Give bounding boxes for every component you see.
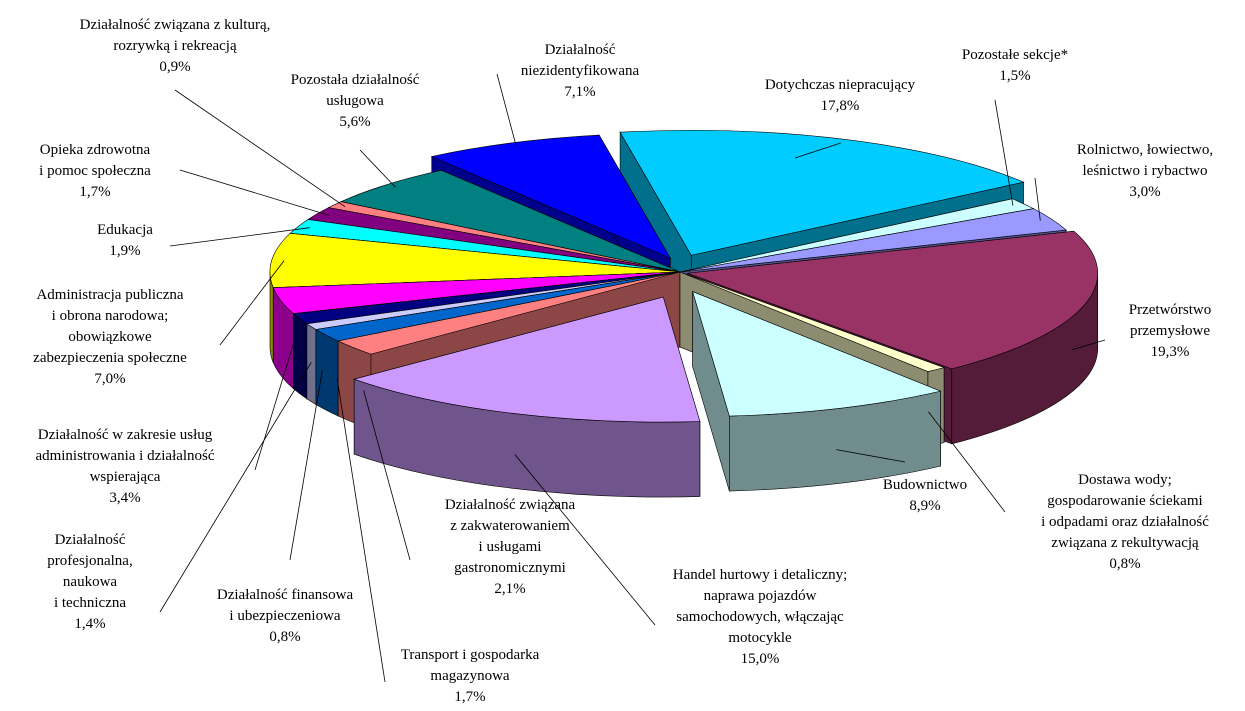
slice-top [679, 208, 1067, 273]
value-label: 3,4% [109, 490, 141, 506]
value-label: 1,7% [454, 689, 486, 705]
value-label: 1,7% [79, 184, 111, 200]
slice-top [340, 170, 681, 273]
value-label: 0,8% [269, 629, 301, 645]
category-label: Dostawa wody; gospodarowanie ściekami i … [1041, 472, 1209, 551]
leader-line [363, 390, 411, 561]
value-label: 0,9% [159, 59, 191, 75]
leader-line [219, 260, 285, 346]
leader-line [928, 411, 1006, 513]
slice-top [619, 130, 1025, 256]
category-label: Handel hurtowy i detaliczny; naprawa poj… [672, 567, 848, 646]
category-label: Działalność związana z zakwaterowaniem i… [444, 497, 576, 576]
value-label: 5,6% [339, 114, 371, 130]
category-label: Dotychczas niepracujący [764, 77, 916, 93]
slice-label: Rolnictwo, łowiectwo, leśnictwo i rybact… [1077, 140, 1213, 203]
slice-wall [306, 323, 317, 406]
slice-wall [315, 328, 339, 417]
leader-line [1034, 177, 1041, 221]
value-label: 2,1% [494, 581, 526, 597]
slice-label: Dostawa wody; gospodarowanie ściekami i … [1041, 470, 1209, 575]
category-label: Edukacja [97, 222, 153, 238]
slice-label: Pozostała działalność usługowa 5,6% [291, 70, 420, 133]
slice-label: Transport i gospodarka magazynowa 1,7% [401, 645, 540, 708]
slice [353, 296, 701, 498]
slice-label: Działalność związana z zakwaterowaniem i… [445, 495, 575, 600]
category-label: Pozostała działalność usługowa [290, 72, 420, 109]
slice-top [679, 271, 946, 372]
category-label: Przetwórstwo przemysłowe [1128, 302, 1212, 339]
leader-line [254, 344, 294, 471]
leader-line [1071, 339, 1106, 351]
value-label: 19,3% [1150, 344, 1190, 360]
leader-line [336, 378, 386, 683]
slice-label: Pozostałe sekcje* 1,5% [962, 45, 1068, 87]
leader-line [174, 89, 346, 207]
leader-line [496, 73, 517, 147]
leader-line [169, 227, 310, 247]
leader-line [836, 449, 906, 463]
leader-line [289, 369, 323, 561]
leader-line [179, 169, 329, 216]
category-label: Działalność niezidentyfikowana [520, 42, 640, 79]
slice-top [430, 134, 672, 259]
value-label: 7,1% [564, 84, 596, 100]
category-label: Opieka zdrowotna i pomoc społeczna [39, 142, 151, 179]
slice-label: Edukacja 1,9% [97, 220, 153, 262]
leader-line [359, 149, 396, 188]
slice-label: Dotychczas niepracujący 17,8% [765, 75, 915, 117]
value-label: 17,8% [820, 98, 860, 114]
value-label: 7,0% [94, 371, 126, 387]
slice-label: Działalność finansowa i ubezpieczeniowa 0… [217, 585, 353, 648]
slice-label: Działalność profesjonalna, naukowa i tec… [47, 530, 132, 635]
slice-top [692, 291, 942, 417]
slice-label: Administracja publiczna i obrona narodow… [33, 285, 187, 390]
leader-line [794, 142, 841, 159]
slice-top [353, 296, 701, 423]
leader-line [994, 99, 1014, 206]
slice-label: Budownictwo 8,9% [883, 475, 967, 517]
slice-label: Działalność związana z kulturą, rozrywką… [80, 15, 271, 78]
slice-label: Opieka zdrowotna i pomoc społeczna 1,7% [39, 140, 151, 203]
category-label: Budownictwo [882, 477, 968, 493]
category-label: Działalność związana z kulturą, rozrywką… [79, 17, 271, 54]
slice-top [687, 230, 1098, 370]
slice-label: Działalność w zakresie usług administrow… [35, 425, 214, 509]
value-label: 3,0% [1129, 184, 1161, 200]
value-label: 1,5% [999, 68, 1031, 84]
slice [692, 291, 942, 492]
value-label: 1,4% [74, 616, 106, 632]
value-label: 15,0% [740, 651, 780, 667]
slice-top [337, 271, 681, 355]
value-label: 1,9% [109, 243, 141, 259]
category-label: Działalność finansowa i ubezpieczeniowa [216, 587, 354, 624]
slice-label: Handel hurtowy i detaliczny; naprawa poj… [673, 565, 848, 670]
category-label: Transport i gospodarka magazynowa [400, 647, 540, 684]
slice-wall [293, 312, 308, 400]
leader-line [159, 362, 312, 613]
category-label: Działalność profesjonalna, naukowa i tec… [47, 532, 133, 611]
slice-label: Przetwórstwo przemysłowe 19,3% [1129, 300, 1212, 363]
value-label: 8,9% [909, 498, 941, 514]
category-label: Działalność w zakresie usług administrow… [35, 427, 215, 485]
slice-top [269, 233, 681, 288]
category-label: Rolnictwo, łowiectwo, leśnictwo i rybact… [1076, 142, 1214, 179]
category-label: Pozostałe sekcje* [961, 47, 1069, 63]
category-label: Administracja publiczna i obrona narodow… [33, 287, 187, 366]
slice-label: Działalność niezidentyfikowana 7,1% [521, 40, 639, 103]
leader-line [514, 454, 656, 626]
value-label: 0,8% [1109, 556, 1141, 572]
